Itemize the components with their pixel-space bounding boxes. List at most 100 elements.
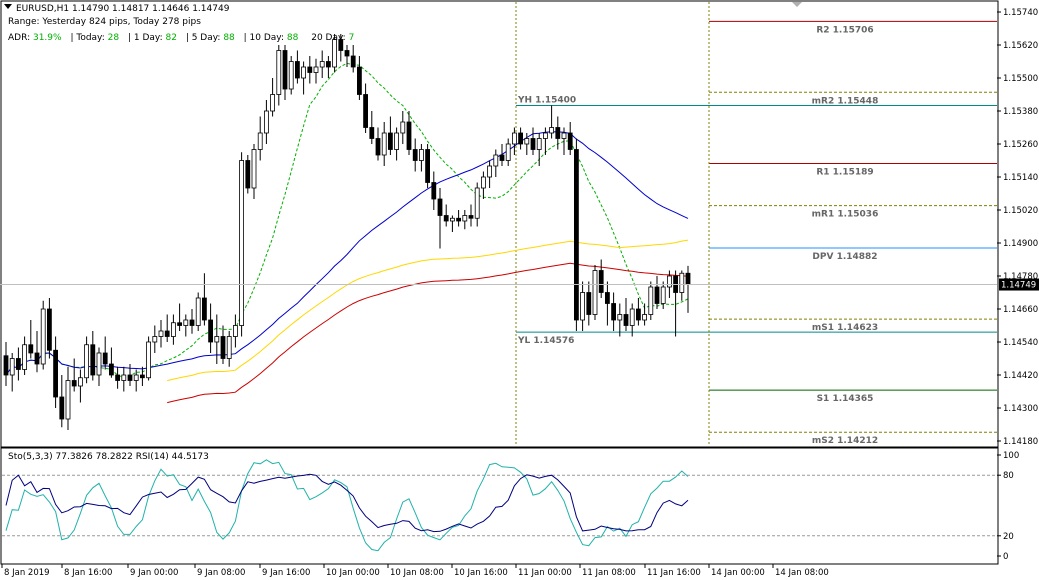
candle-body [629,308,635,326]
time-tick-label: 10 Jan 08:00 [390,568,444,577]
candle-body [59,396,65,420]
candle-body [561,132,567,139]
candle-body [257,132,263,150]
candle-body [146,341,152,379]
time-tick-label: 9 Jan 16:00 [262,568,310,577]
candle-body [499,154,505,161]
candle-body [183,319,189,326]
time-tick-label: 11 Jan 16:00 [647,568,701,577]
price-tick-label: 1.14180 [1003,437,1038,447]
candle-body [468,215,474,219]
candle-body [288,61,294,90]
candle-body [47,308,52,351]
candle-body [201,297,207,321]
price-tick-label: 1.15620 [1003,41,1038,51]
candle-body [34,352,40,365]
candle-body [28,344,34,354]
price-tick-label: 1.14540 [1003,338,1038,348]
price-tick-label: 1.14420 [1003,371,1038,381]
candle-body [282,50,288,90]
candle-body [623,314,629,326]
candle-body [598,270,604,293]
candle-body [518,132,523,145]
candle-body [270,94,276,112]
osc-tick-label: 80 [1003,471,1014,481]
candle-body [294,61,300,79]
candle-body [139,374,145,379]
osc-tick-label: 0 [1003,552,1008,562]
candle-body [406,121,412,150]
candle-body [53,349,58,398]
candle-body [363,94,369,128]
main-panel[interactable] [0,0,999,448]
candles [3,34,691,430]
candle-body [400,121,406,134]
candle-body [251,149,257,189]
symbol-line: EURUSD,H1 1.14790 1.14817 1.14646 1.1474… [16,4,230,14]
candle-body [301,66,307,79]
candle-body [177,322,183,326]
candle-body [133,374,139,381]
candle-body [505,143,511,161]
candle-body [685,272,691,285]
candle-body [679,272,685,293]
candle-body [394,132,400,150]
candle-body [15,358,21,370]
candle-body [387,132,393,150]
time-tick-label: 8 Jan 16:00 [64,568,112,577]
candle-body [660,286,666,304]
candle-body [449,217,455,222]
candle-body [263,110,269,134]
candle-body [437,198,443,216]
candle-body [84,344,89,379]
candle-body [307,66,313,73]
candle-body [319,61,325,68]
candle-body [226,336,232,359]
level-label: R1 1.15189 [816,168,873,178]
level-label: YL 1.14576 [517,336,574,346]
candle-body [636,308,641,321]
adr-stats-line: ADR: 31.9% | Today: 28 | 1 Day: 82 | 5 D… [8,33,354,43]
sub-panel[interactable] [0,447,999,565]
candle-body [642,314,647,321]
oscillator-panel: 100 80 20 0 [2,451,1019,562]
candle-body [214,336,220,343]
session-separators [515,2,710,446]
time-tick-label: 11 Jan 08:00 [582,568,636,577]
candle-body [431,182,437,200]
candle-body [462,215,468,222]
candle-body [456,217,462,222]
candle-body [220,336,226,359]
candle-body [152,336,158,343]
level-label: R2 1.15706 [816,25,873,35]
candle-body [350,55,356,68]
price-tick-label: 1.14660 [1003,305,1038,315]
time-tick-label: 11 Jan 00:00 [518,568,572,577]
candle-body [78,377,83,387]
price-tick-label: 1.15260 [1003,140,1038,150]
candle-body [170,322,176,337]
candle-body [115,374,120,381]
candle-body [338,39,344,51]
candle-body [443,215,449,222]
candle-body [189,319,195,326]
candle-body [592,270,598,315]
shift-marker-icon[interactable] [792,2,802,7]
candle-body [208,319,214,343]
price-tick-label: 1.15740 [1003,8,1038,18]
level-label: S1 1.14365 [817,394,874,404]
time-tick-label: 10 Jan 16:00 [454,568,508,577]
price-tick-label: 1.15140 [1003,173,1038,183]
level-label: mR2 1.15448 [812,96,879,106]
time-tick-label: 10 Jan 00:00 [326,568,380,577]
candle-body [536,138,542,150]
candle-body [412,149,418,161]
time-tick-label: 9 Jan 00:00 [130,568,178,577]
candle-body [90,344,96,376]
candle-body [654,286,660,304]
price-tick-label: 1.14780 [1003,272,1038,282]
candle-body [232,325,238,337]
candle-body [574,149,579,321]
